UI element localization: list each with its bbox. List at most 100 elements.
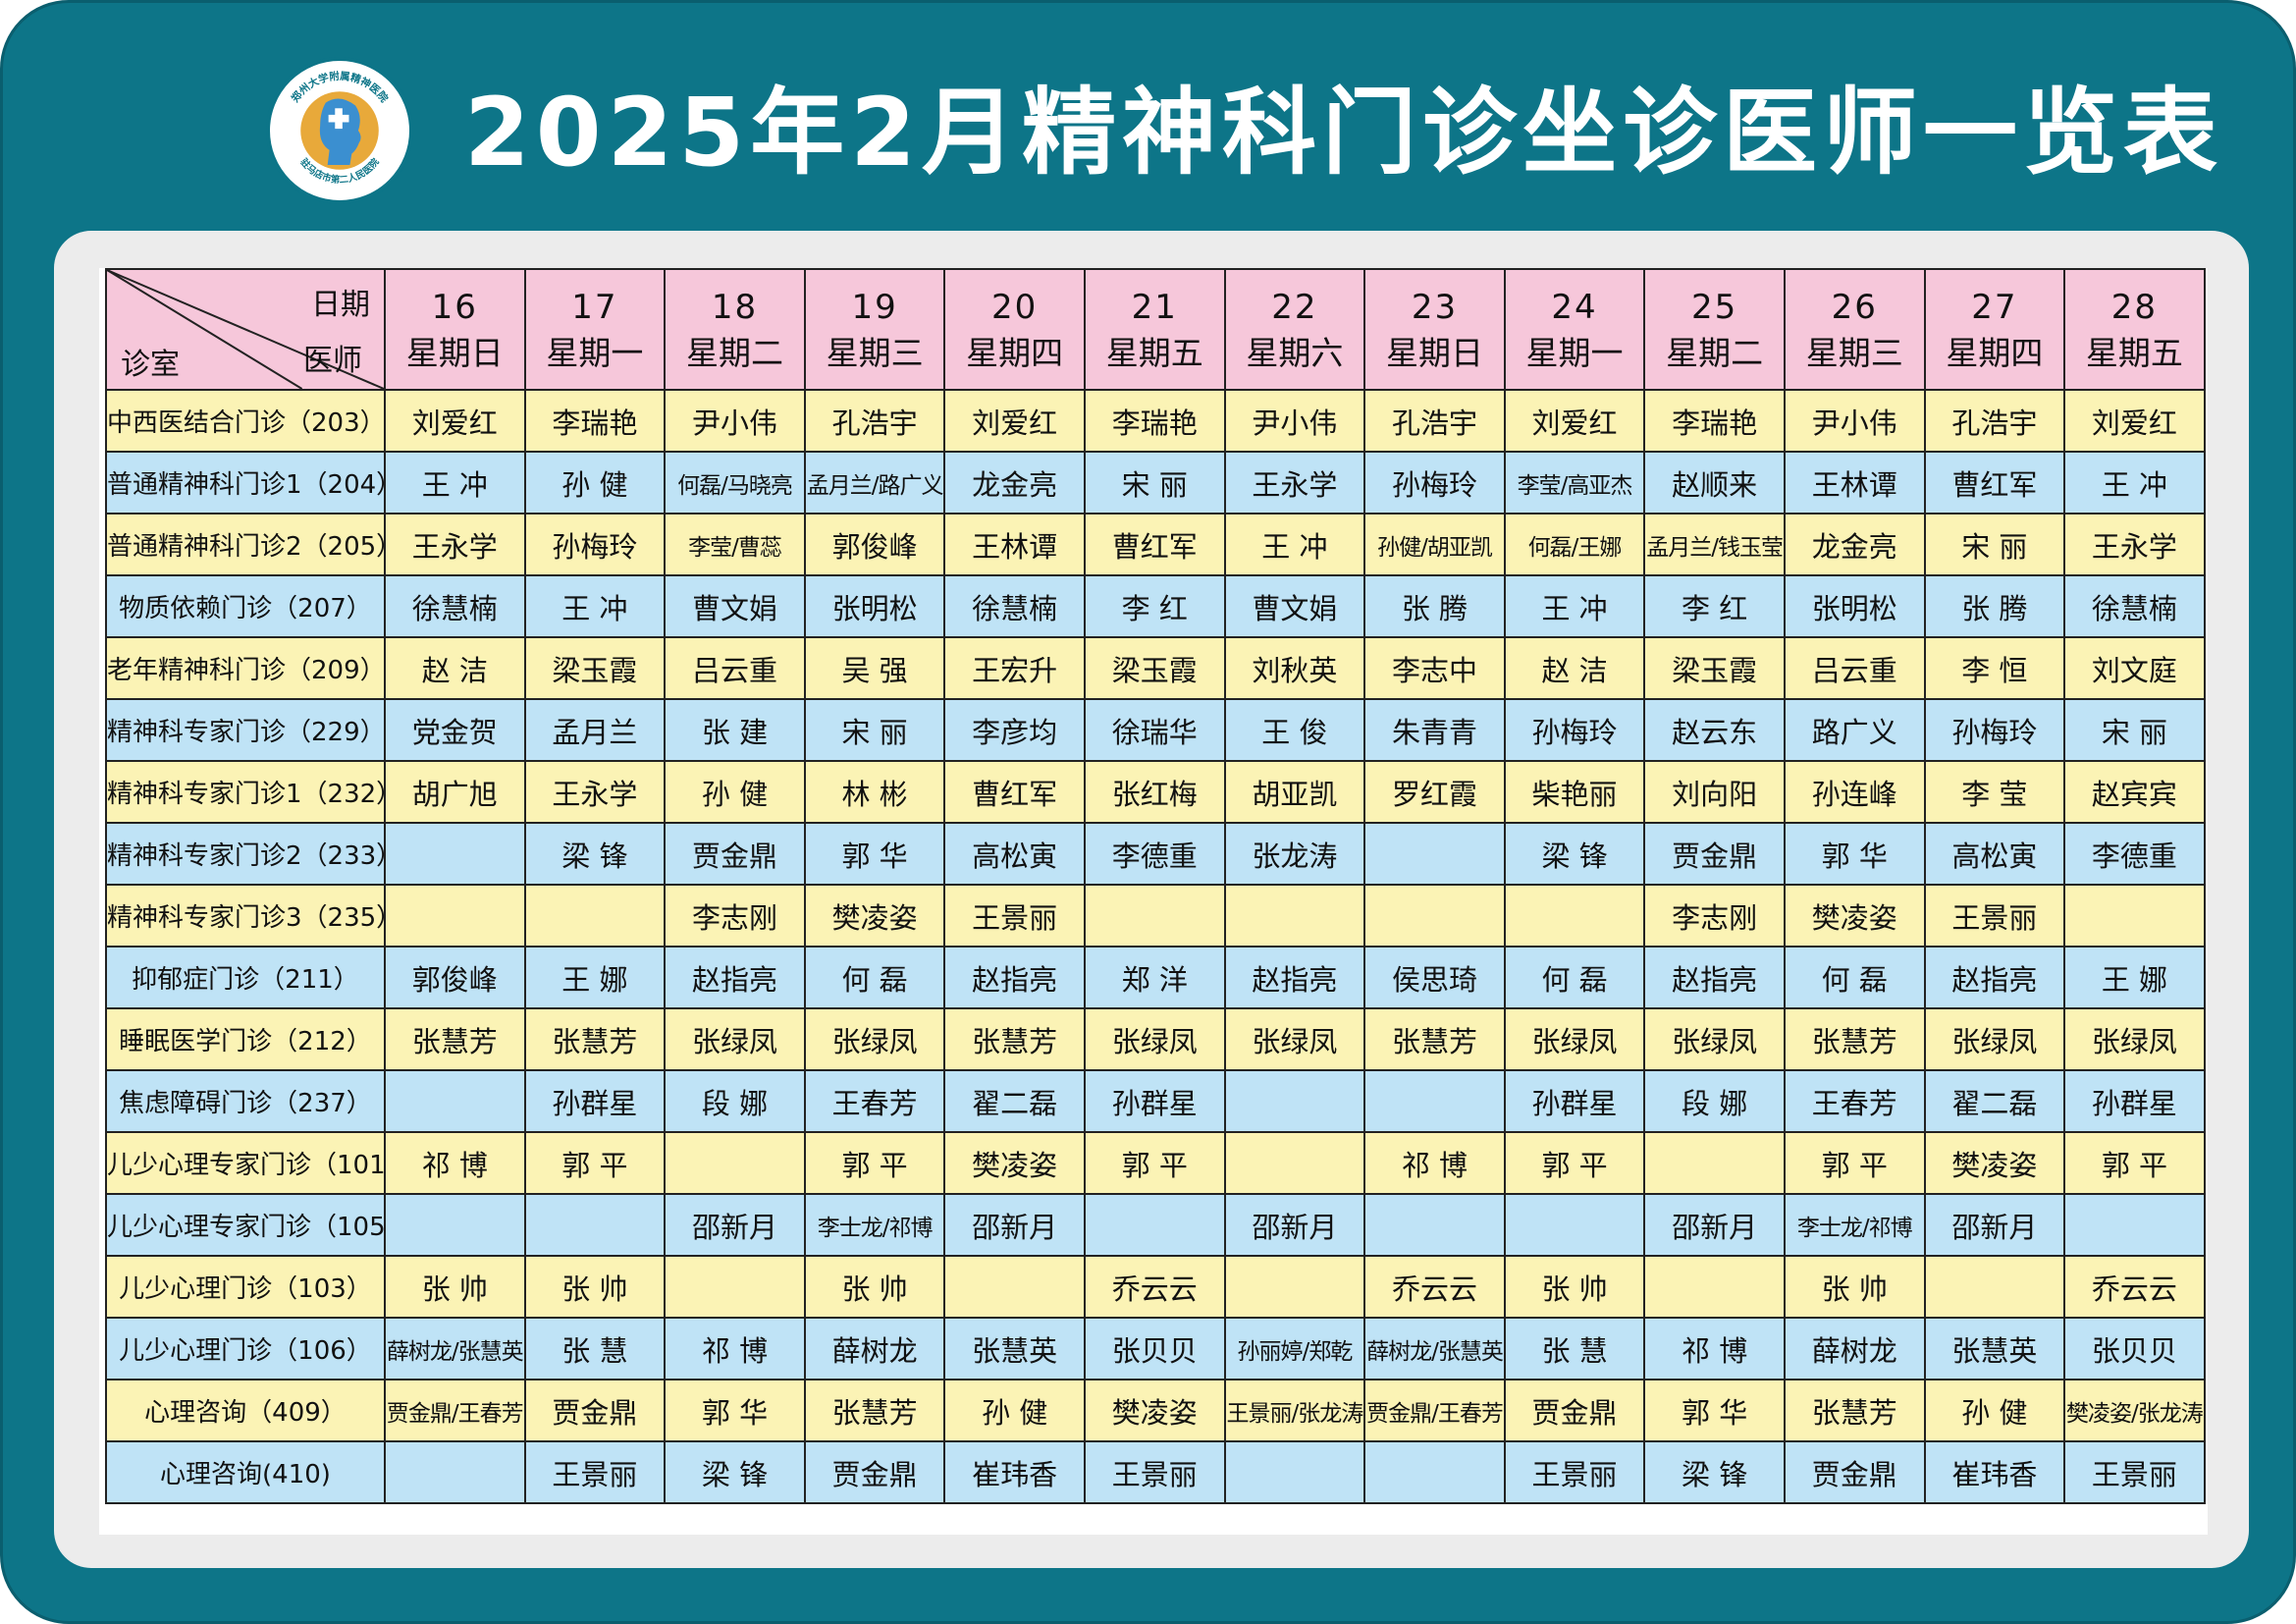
doctor-cell: 王春芳 xyxy=(803,1069,946,1133)
doctor-cell: 刘秋英 xyxy=(1223,636,1366,700)
doctor-cell: 贾金鼎/王春芳 xyxy=(1363,1379,1506,1442)
schedule-row: 睡眠医学门诊（212） 张慧芳 张慧芳 张绿凤 张绿凤 张慧芳 张绿凤 张绿凤 张慧芳 张绿凤 张绿… xyxy=(105,1007,2206,1071)
doctor-cell xyxy=(664,1131,806,1195)
doctor-cell: 王 俊 xyxy=(1223,698,1366,762)
doctor-cell: 张绿凤 xyxy=(1223,1007,1366,1071)
doctor-cell: 樊凌姿/张龙涛 xyxy=(2063,1379,2206,1442)
room-cell: 儿少心理门诊（106） xyxy=(105,1317,386,1380)
doctor-cell xyxy=(523,1193,667,1257)
doctor-cell: 祁 博 xyxy=(664,1317,806,1380)
doctor-cell: 郑 洋 xyxy=(1083,946,1226,1009)
doctor-cell: 赵 洁 xyxy=(384,636,526,700)
doctor-cell: 樊凌姿 xyxy=(1783,884,1926,947)
doctor-cell: 樊凌姿 xyxy=(803,884,946,947)
doctor-cell: 孙群星 xyxy=(523,1069,667,1133)
doctor-cell: 曹红军 xyxy=(1083,513,1226,576)
doctor-cell xyxy=(1363,822,1506,886)
schedule-row: 儿少心理专家门诊（105） 邵新月 李士龙/祁博 邵新月 邵新月 邵新月 李士龙/祁博 邵新月 xyxy=(105,1193,2206,1257)
doctor-cell: 孙丽婷/郑乾 xyxy=(1223,1317,1366,1380)
doctor-cell: 郭 平 xyxy=(523,1131,667,1195)
doctor-cell: 王宏升 xyxy=(943,636,1086,700)
day-date: 18 xyxy=(711,287,759,327)
corner-room-label: 诊室 xyxy=(121,348,180,382)
doctor-cell: 孙群星 xyxy=(1083,1069,1226,1133)
doctor-cell: 王 冲 xyxy=(2063,451,2206,514)
doctor-cell: 党金贺 xyxy=(384,698,526,762)
room-cell: 心理咨询（409） xyxy=(105,1379,386,1442)
day-header-cell: 18 星期二 xyxy=(664,268,806,391)
doctor-cell xyxy=(1503,884,1646,947)
doctor-cell: 孟月兰/路广义 xyxy=(803,451,946,514)
doctor-cell: 李瑞艳 xyxy=(1083,389,1226,453)
page-title: 2025年2月精神科门诊坐诊医师一览表 xyxy=(464,78,2223,188)
doctor-cell: 张绿凤 xyxy=(1503,1007,1646,1071)
day-header-cell: 22 星期六 xyxy=(1223,268,1366,391)
doctor-cell: 宋 丽 xyxy=(2063,698,2206,762)
day-weekday: 星期五 xyxy=(2085,333,2183,372)
doctor-cell xyxy=(664,1255,806,1319)
schedule-row: 物质依赖门诊（207） 徐慧楠王 冲曹文娟 张明松 徐慧楠李 红曹文娟张 腾王 冲李 … xyxy=(105,574,2206,638)
doctor-cell: 孙 健 xyxy=(523,451,667,514)
doctor-cell: 孙梅玲 xyxy=(1363,451,1506,514)
doctor-cell: 邵新月 xyxy=(1923,1193,2066,1257)
doctor-cell: 何磊/马晓亮 xyxy=(664,451,806,514)
room-cell: 焦虑障碍门诊（237） xyxy=(105,1069,386,1133)
doctor-cell: 郭 平 xyxy=(1083,1131,1226,1195)
doctor-cell: 徐慧楠 xyxy=(2063,574,2206,638)
doctor-cell: 高松寅 xyxy=(1923,822,2066,886)
doctor-cell: 薛树龙 xyxy=(803,1317,946,1380)
doctor-cell: 乔云云 xyxy=(1363,1255,1506,1319)
doctor-cell: 贾金鼎 xyxy=(1503,1379,1646,1442)
hospital-logo-emblem-icon: 郑州大学附属精神医院 驻马店市第二人民医院 xyxy=(274,65,405,196)
day-weekday: 星期一 xyxy=(546,333,644,372)
doctor-cell: 梁玉霞 xyxy=(1083,636,1226,700)
doctor-cell: 柴艳丽 xyxy=(1503,760,1646,824)
doctor-cell: 郭 华 xyxy=(664,1379,806,1442)
doctor-cell: 段 娜 xyxy=(664,1069,806,1133)
doctor-cell: 李瑞艳 xyxy=(523,389,667,453)
doctor-cell: 张慧芳 xyxy=(1783,1007,1926,1071)
room-cell: 儿少心理专家门诊（101） xyxy=(105,1131,386,1195)
doctor-cell: 王永学 xyxy=(523,760,667,824)
doctor-cell: 王 冲 xyxy=(523,574,667,638)
day-header-cell: 17 星期一 xyxy=(523,268,667,391)
day-header-cell: 26 星期三 xyxy=(1783,268,1926,391)
doctor-cell: 祁 博 xyxy=(384,1131,526,1195)
doctor-cell xyxy=(384,884,526,947)
corner-date-label: 日期 xyxy=(311,288,370,322)
doctor-cell: 王林谭 xyxy=(943,513,1086,576)
room-cell: 老年精神科门诊（209） xyxy=(105,636,386,700)
doctor-cell: 孙群星 xyxy=(1503,1069,1646,1133)
schedule-row: 儿少心理门诊（103）张 帅张 帅张 帅乔云云 乔云云张 帅张 帅乔云云 xyxy=(105,1255,2206,1319)
doctor-cell: 徐瑞华 xyxy=(1083,698,1226,762)
doctor-cell: 赵 洁 xyxy=(1503,636,1646,700)
doctor-cell xyxy=(1363,884,1506,947)
doctor-cell: 张贝贝 xyxy=(1083,1317,1226,1380)
room-cell: 精神科专家门诊3（235） xyxy=(105,884,386,947)
doctor-cell: 祁 博 xyxy=(1363,1131,1506,1195)
doctor-cell: 王永学 xyxy=(2063,513,2206,576)
doctor-cell: 孙梅玲 xyxy=(1503,698,1646,762)
doctor-cell: 曹红军 xyxy=(943,760,1086,824)
day-weekday: 星期一 xyxy=(1525,333,1624,372)
doctor-cell: 路广义 xyxy=(1783,698,1926,762)
corner-doctor-label: 医师 xyxy=(303,344,362,378)
doctor-cell: 李莹/高亚杰 xyxy=(1503,451,1646,514)
day-weekday: 星期三 xyxy=(1805,333,1903,372)
day-header-cell: 28 星期五 xyxy=(2063,268,2206,391)
doctor-cell: 赵指亮 xyxy=(1923,946,2066,1009)
doctor-cell: 贾金鼎 xyxy=(664,822,806,886)
room-cell: 心理咨询(410) xyxy=(105,1440,386,1504)
day-date: 26 xyxy=(1831,287,1878,327)
day-date: 22 xyxy=(1271,287,1318,327)
doctor-cell: 孔浩宇 xyxy=(1923,389,2066,453)
room-cell: 精神科专家门诊（229） xyxy=(105,698,386,762)
doctor-cell: 张 慧 xyxy=(1503,1317,1646,1380)
doctor-cell xyxy=(1083,1193,1226,1257)
doctor-cell: 张慧芳 xyxy=(1363,1007,1506,1071)
doctor-cell xyxy=(1643,1131,1786,1195)
doctor-cell: 李彦均 xyxy=(943,698,1086,762)
doctor-cell: 刘向阳 xyxy=(1643,760,1786,824)
day-date: 23 xyxy=(1411,287,1459,327)
